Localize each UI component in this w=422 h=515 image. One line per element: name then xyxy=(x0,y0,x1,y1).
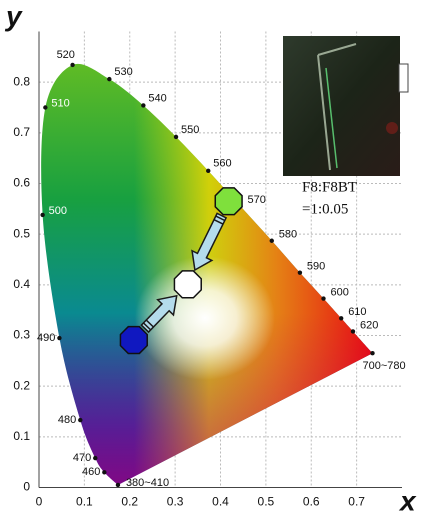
y-tick-label: 0.7 xyxy=(13,125,30,139)
inset-caption: =1:0.05 xyxy=(302,201,348,217)
x-axis-title: x xyxy=(398,485,417,515)
wavelength-point xyxy=(70,63,74,67)
wavelength-label: 620 xyxy=(360,319,378,331)
wavelength-label: 480 xyxy=(58,414,76,426)
wavelength-label: 700~780 xyxy=(363,360,406,372)
x-tick-label: 0.1 xyxy=(76,495,93,509)
inset-caption: F8:F8BT xyxy=(302,179,357,195)
wavelength-label: 530 xyxy=(114,66,132,78)
wavelength-label: 380~410 xyxy=(126,477,169,489)
x-tick-label: 0.2 xyxy=(121,495,138,509)
y-tick-label: 0.1 xyxy=(13,429,30,443)
x-tick-label: 0 xyxy=(36,495,43,509)
y-axis-title: y xyxy=(4,0,23,31)
wavelength-label: 560 xyxy=(213,158,231,170)
wavelength-label: 520 xyxy=(57,49,75,61)
wavelength-point xyxy=(57,336,61,340)
wavelength-point xyxy=(78,418,82,422)
color-point xyxy=(215,188,242,215)
y-tick-label: 0.8 xyxy=(13,74,30,88)
photo xyxy=(283,36,400,176)
wavelength-label: 460 xyxy=(82,466,100,478)
y-tick-label: 0.5 xyxy=(13,226,30,240)
wavelength-point xyxy=(351,329,355,333)
y-tick-label: 0 xyxy=(23,480,30,494)
wavelength-point xyxy=(206,169,210,173)
wavelength-point xyxy=(40,213,44,217)
wavelength-label: 610 xyxy=(348,306,366,318)
y-tick-label: 0.3 xyxy=(13,328,30,342)
wavelength-label: 550 xyxy=(181,124,199,136)
color-point xyxy=(120,327,147,354)
wavelength-point xyxy=(43,105,47,109)
inset-photo xyxy=(283,36,408,176)
photo-spot xyxy=(386,122,398,134)
wavelength-point xyxy=(93,456,97,460)
x-tick-label: 0.3 xyxy=(167,495,184,509)
x-tick-label: 0.5 xyxy=(258,495,275,509)
x-tick-label: 0.4 xyxy=(212,495,229,509)
wavelength-point xyxy=(174,135,178,139)
wavelength-label: 510 xyxy=(51,97,69,109)
color-point xyxy=(174,271,201,298)
wavelength-point xyxy=(141,103,145,107)
x-tick-label: 0.7 xyxy=(348,495,365,509)
chart: 380~410 460 470 480 490 500 510 520 530 540 550 560… xyxy=(0,0,422,515)
wavelength-label: 500 xyxy=(49,205,67,217)
wavelength-point xyxy=(339,316,343,320)
wavelength-label: 490 xyxy=(37,332,55,344)
wavelength-point xyxy=(370,351,374,355)
wavelength-label: 590 xyxy=(307,261,325,273)
wavelength-label: 600 xyxy=(331,286,349,298)
wavelength-point xyxy=(116,483,120,487)
wavelength-label: 470 xyxy=(73,452,91,464)
photo-tab xyxy=(399,64,408,92)
wavelength-point xyxy=(107,77,111,81)
wavelength-label: 580 xyxy=(279,229,297,241)
wavelength-point xyxy=(321,296,325,300)
x-tick-label: 0.6 xyxy=(303,495,320,509)
wavelength-label: 540 xyxy=(148,92,166,104)
wavelength-point xyxy=(102,470,106,474)
y-tick-label: 0.4 xyxy=(13,277,30,291)
wavelength-label: 570 xyxy=(247,194,265,206)
y-tick-label: 0.6 xyxy=(13,176,30,190)
wavelength-point xyxy=(298,270,302,274)
y-tick-label: 0.2 xyxy=(13,378,30,392)
wavelength-point xyxy=(270,239,274,243)
